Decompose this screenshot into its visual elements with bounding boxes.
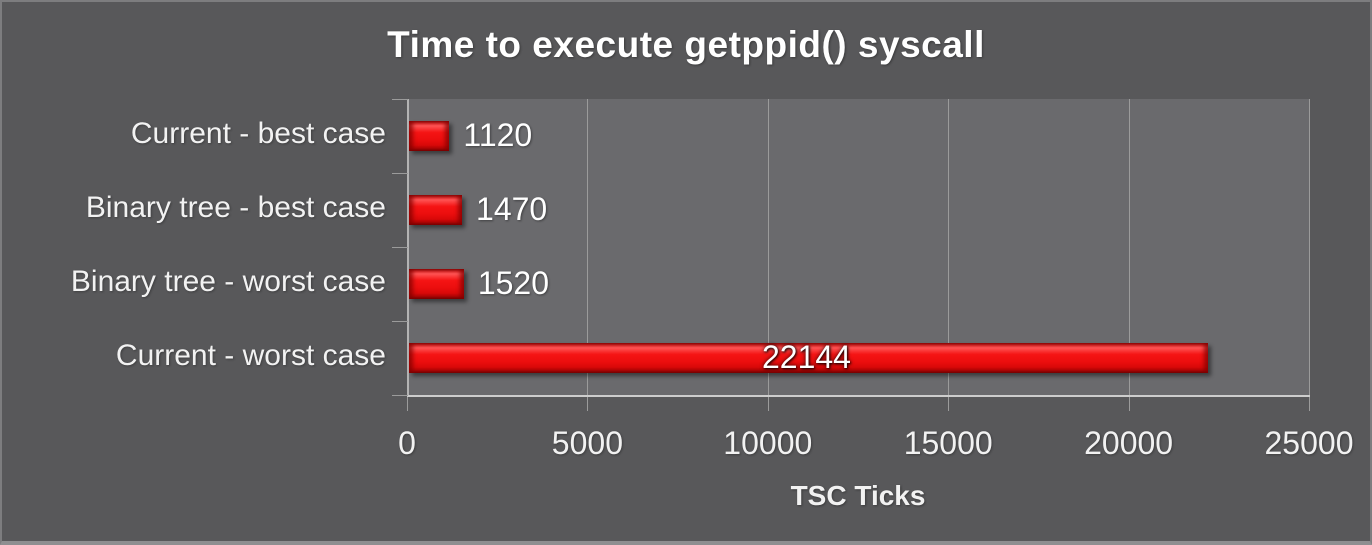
x-axis-tick xyxy=(407,397,408,411)
bar-value-label: 1470 xyxy=(476,191,548,227)
bar xyxy=(409,343,1208,373)
x-axis-tick xyxy=(948,397,950,411)
x-tick-label: 15000 xyxy=(903,425,993,461)
x-axis-tick xyxy=(587,397,589,411)
category-label: Current - best case xyxy=(130,117,386,150)
x-tick-label: 10000 xyxy=(723,425,813,461)
y-axis-line xyxy=(407,99,409,397)
bar-value-label: 1520 xyxy=(477,265,550,301)
category-label: Binary tree - worst case xyxy=(70,265,386,298)
y-axis-tick xyxy=(392,247,408,248)
x-axis-tick xyxy=(1128,397,1130,411)
x-axis-title: TSC Ticks xyxy=(790,480,926,511)
bar-value-label: 22144 xyxy=(761,339,851,375)
bar xyxy=(409,121,450,151)
gridline xyxy=(587,99,589,395)
bar-value-label: 1120 xyxy=(463,117,533,153)
y-axis-tick xyxy=(392,99,408,100)
gridline xyxy=(767,99,769,395)
x-axis-tick xyxy=(767,397,769,411)
bar xyxy=(409,269,464,299)
category-label: Current - worst case xyxy=(115,339,386,372)
gridline xyxy=(1128,99,1130,395)
gridline xyxy=(948,99,950,395)
category-label: Binary tree - best case xyxy=(85,191,386,224)
x-axis-tick xyxy=(1309,397,1310,411)
y-axis-tick xyxy=(392,173,408,174)
x-axis-line xyxy=(407,395,1310,397)
x-tick-label: 20000 xyxy=(1084,425,1174,461)
y-axis-tick xyxy=(392,321,408,322)
gridline xyxy=(1309,99,1310,395)
y-axis-tick xyxy=(392,395,408,396)
x-tick-label: 25000 xyxy=(1264,425,1354,461)
x-tick-label: 5000 xyxy=(551,425,623,461)
bar xyxy=(409,195,463,225)
x-tick-label: 0 xyxy=(398,425,416,461)
chart-title: Time to execute getppid() syscall xyxy=(387,24,985,65)
